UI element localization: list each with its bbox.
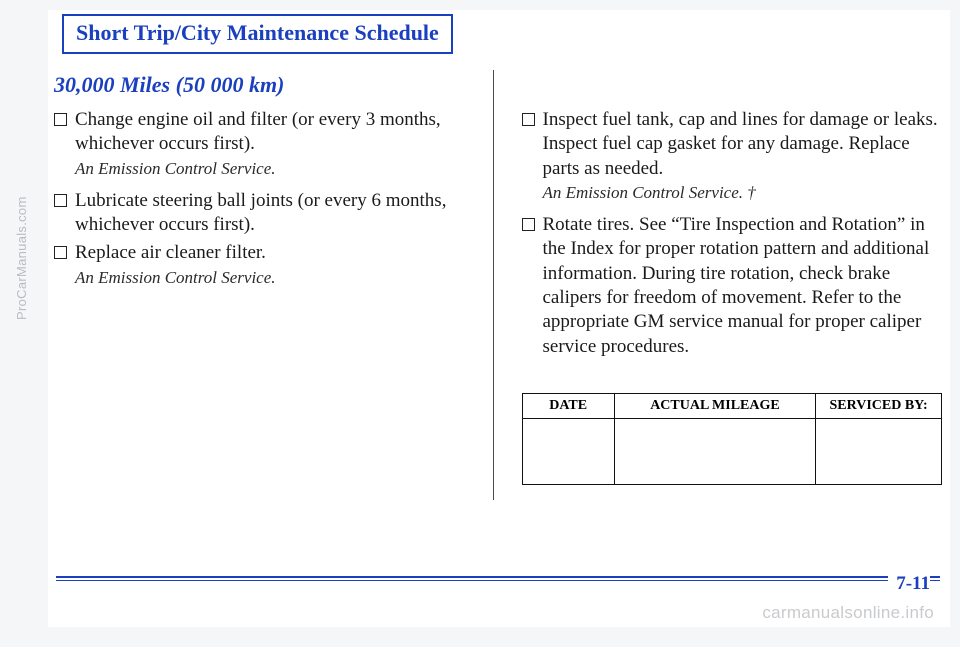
page-title: Short Trip/City Maintenance Schedule: [76, 20, 439, 45]
item-note: An Emission Control Service. †: [543, 183, 943, 203]
item-body: Rotate tires. See “Tire Inspection and R…: [543, 213, 943, 359]
th-mileage: ACTUAL MILEAGE: [614, 393, 815, 418]
checkbox-icon: [522, 113, 535, 126]
page-number: 7-11: [888, 573, 930, 595]
content-columns: Change engine oil and filter (or every 3…: [48, 108, 950, 500]
mileage-subhead: 30,000 Miles (50 000 km): [54, 72, 950, 98]
checkbox-icon: [522, 218, 535, 231]
th-serviced: SERVICED BY:: [816, 393, 942, 418]
item-text: Inspect fuel tank, cap and lines for dam…: [543, 108, 943, 181]
side-watermark: ProCarManuals.com: [14, 196, 29, 320]
table-header-row: DATE ACTUAL MILEAGE SERVICED BY:: [522, 393, 942, 418]
page: Short Trip/City Maintenance Schedule 30,…: [48, 10, 950, 627]
rule-line-thick: [56, 576, 940, 578]
table-row: [522, 418, 942, 484]
right-column: Inspect fuel tank, cap and lines for dam…: [494, 108, 943, 500]
item-text: Lubricate steering ball joints (or every…: [75, 189, 475, 238]
bottom-watermark: carmanualsonline.info: [762, 603, 934, 623]
cell-serviced: [816, 418, 942, 484]
item-body: Replace air cleaner filter. An Emission …: [75, 241, 475, 293]
checklist-item: Inspect fuel tank, cap and lines for dam…: [522, 108, 943, 209]
cell-date: [522, 418, 614, 484]
checklist-item: Lubricate steering ball joints (or every…: [54, 189, 475, 238]
rule-line-thin: [56, 580, 940, 581]
footer-rule: [56, 576, 940, 581]
item-text: Change engine oil and filter (or every 3…: [75, 108, 475, 157]
checkbox-icon: [54, 194, 67, 207]
left-column: Change engine oil and filter (or every 3…: [54, 108, 493, 500]
checkbox-icon: [54, 246, 67, 259]
cell-mileage: [614, 418, 815, 484]
item-body: Change engine oil and filter (or every 3…: [75, 108, 475, 185]
item-text: Replace air cleaner filter.: [75, 241, 475, 265]
checklist-item: Change engine oil and filter (or every 3…: [54, 108, 475, 185]
th-date: DATE: [522, 393, 614, 418]
item-note: An Emission Control Service.: [75, 159, 475, 179]
item-note: An Emission Control Service.: [75, 268, 475, 288]
item-text: Rotate tires. See “Tire Inspection and R…: [543, 213, 943, 359]
item-body: Lubricate steering ball joints (or every…: [75, 189, 475, 238]
title-box: Short Trip/City Maintenance Schedule: [62, 14, 453, 54]
checklist-item: Replace air cleaner filter. An Emission …: [54, 241, 475, 293]
checklist-item: Rotate tires. See “Tire Inspection and R…: [522, 213, 943, 359]
checkbox-icon: [54, 113, 67, 126]
service-record-table: DATE ACTUAL MILEAGE SERVICED BY:: [522, 393, 943, 485]
item-body: Inspect fuel tank, cap and lines for dam…: [543, 108, 943, 209]
